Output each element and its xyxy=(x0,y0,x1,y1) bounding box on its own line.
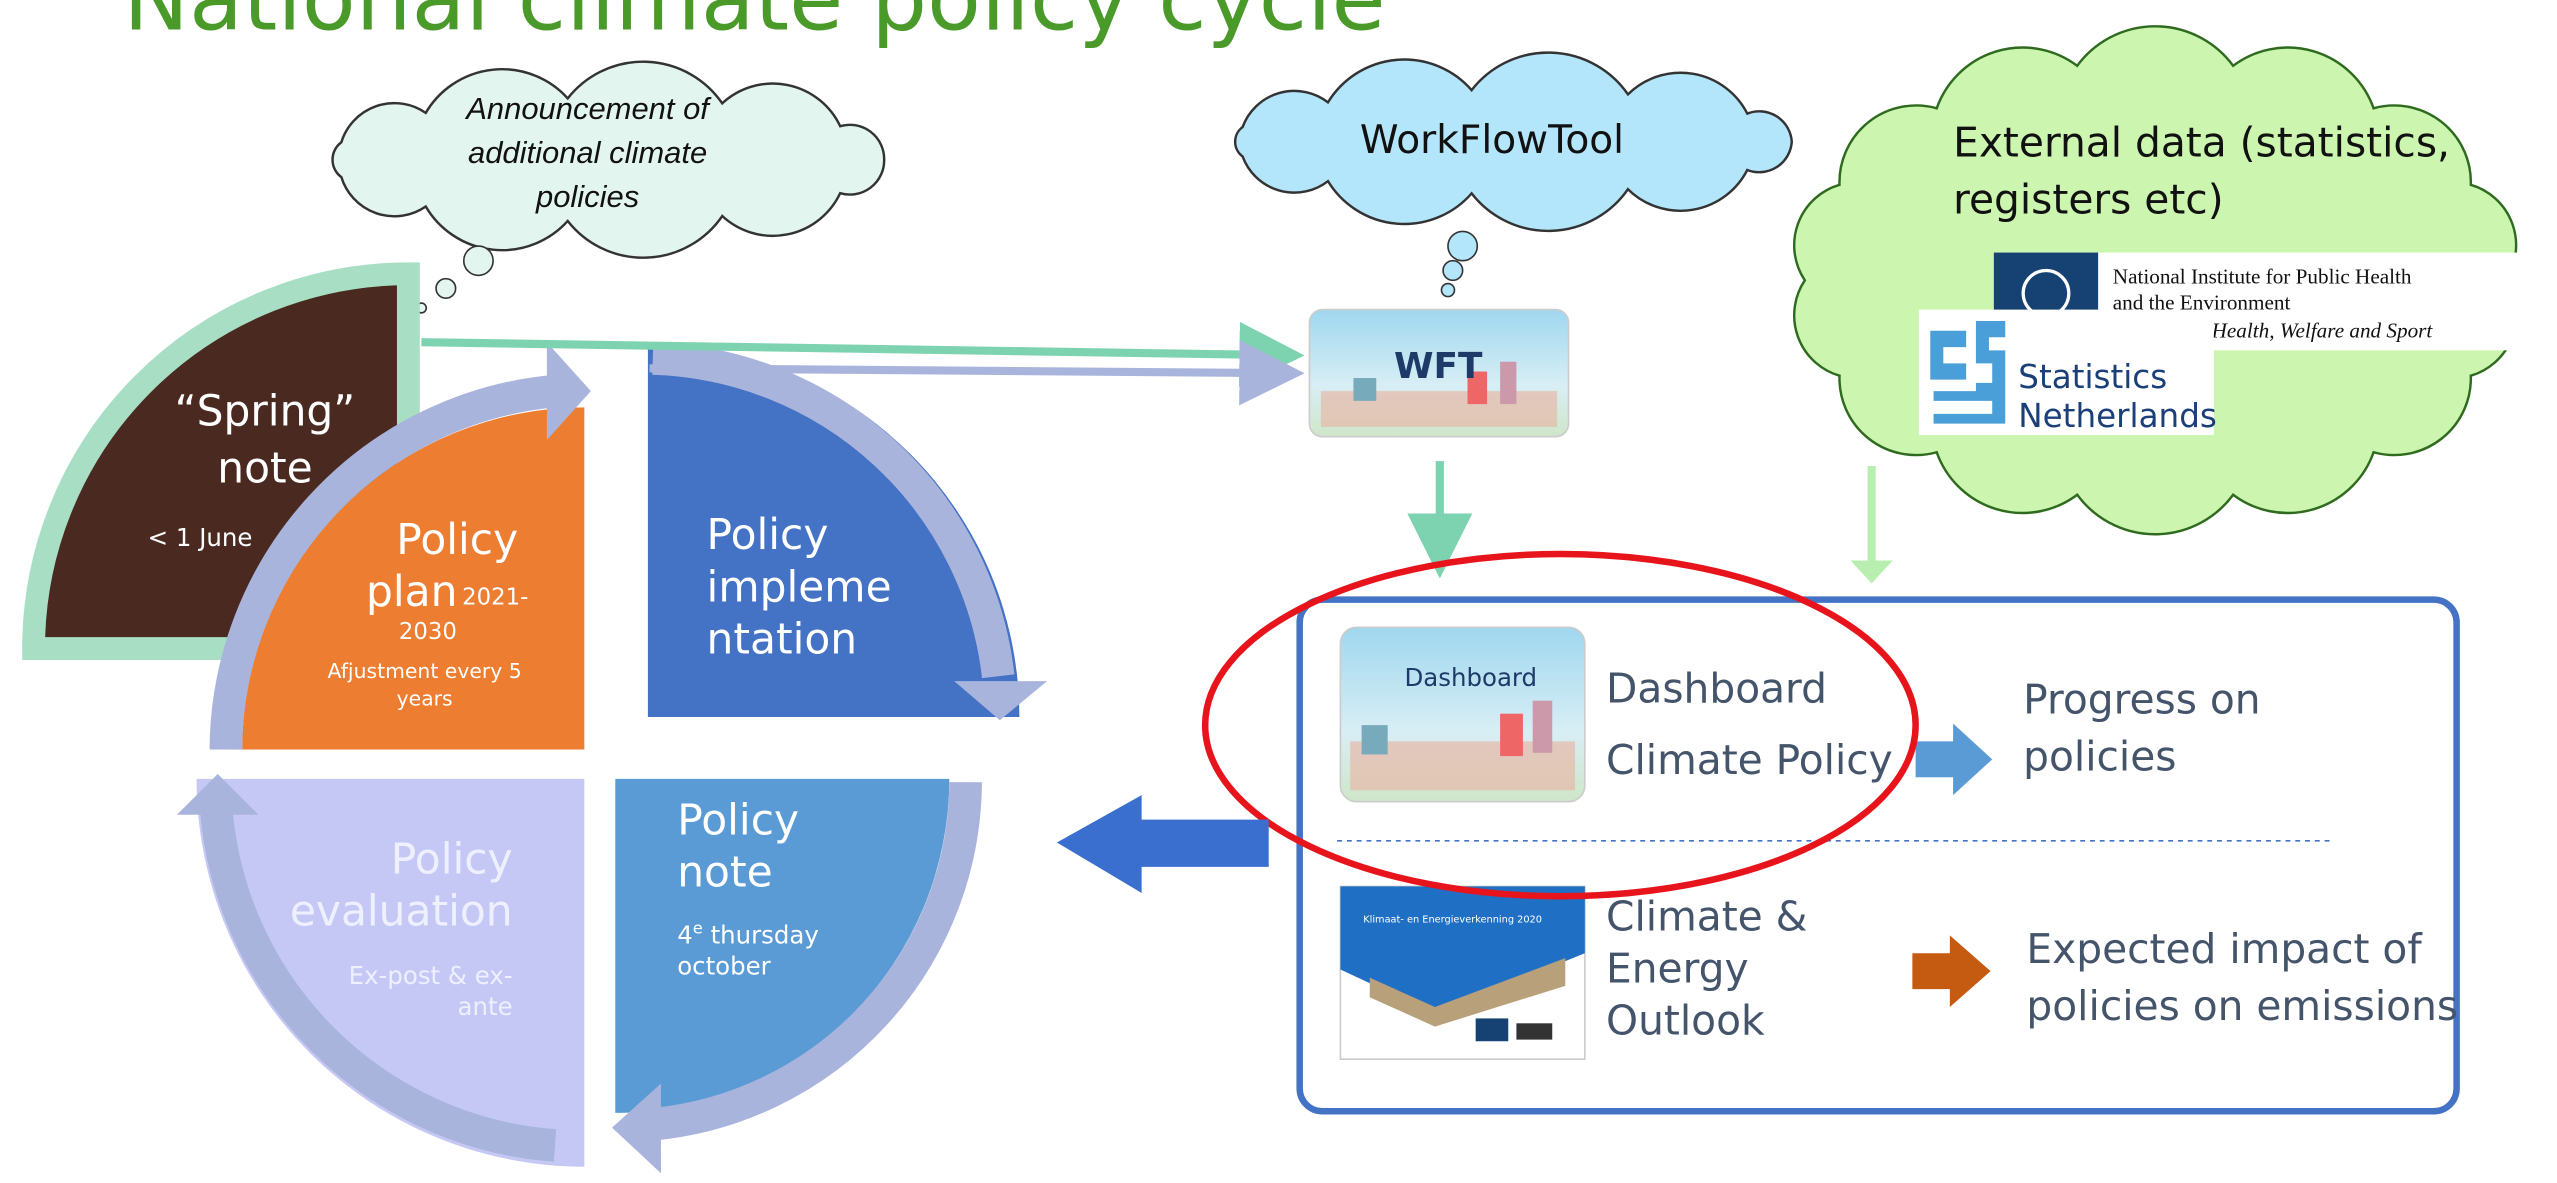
result-label: Expected impact of xyxy=(2026,925,2423,973)
quadrant-note: 2030 xyxy=(399,619,457,645)
product-label: Dashboard xyxy=(1606,664,1827,712)
quadrant-title: impleme xyxy=(707,562,892,611)
product-label: Climate Policy xyxy=(1606,736,1893,784)
slide: National climate policy cycle Announceme… xyxy=(0,0,2557,1183)
cloud-text: registers etc) xyxy=(1953,175,2223,223)
dashboard-thumbnail: Dashboard xyxy=(1340,627,1584,801)
quadrant-title: Policy xyxy=(396,515,518,564)
date-day: 4 xyxy=(677,920,693,949)
quadrant-title: “Spring” xyxy=(175,386,356,435)
quadrant-title: note xyxy=(217,443,312,492)
thumbnail-label: Dashboard xyxy=(1404,663,1537,692)
cbs-logo: Statistics Netherlands xyxy=(1919,310,2217,435)
date-rest: thursday xyxy=(703,920,819,949)
cloud-text: policies xyxy=(535,179,639,214)
arrowhead xyxy=(1850,561,1892,584)
result-arrow xyxy=(1912,935,1990,1007)
result-label: Progress on xyxy=(2023,676,2260,724)
cloud-text: WorkFlowTool xyxy=(1360,118,1624,163)
cloud-text: External data (statistics, xyxy=(1953,118,2450,166)
quadrant-note: years xyxy=(397,687,453,711)
result-arrow xyxy=(1916,723,1993,795)
quadrant-note: Ex-post & ex- xyxy=(349,961,513,990)
quadrant-note: october xyxy=(677,951,771,980)
quadrant-title: Policy xyxy=(677,795,799,844)
result-label: policies xyxy=(2023,733,2176,781)
wft-thumbnail: WFT xyxy=(1309,310,1568,437)
result-label: policies on emissions xyxy=(2026,982,2458,1030)
quadrant-title: Policy xyxy=(707,510,829,559)
quadrant-title: plan xyxy=(366,567,457,616)
thought-bubble xyxy=(436,279,456,299)
quadrant-note: Afjustment every 5 xyxy=(328,659,522,683)
kev-thumbnail: Klimaat- en Energieverkenning 2020 xyxy=(1340,886,1584,1059)
thumbnail-label: Klimaat- en Energieverkenning 2020 xyxy=(1363,914,1542,925)
cloud-text: Announcement of xyxy=(464,91,712,126)
thought-bubble xyxy=(1443,261,1463,281)
thumbnail-label: WFT xyxy=(1394,346,1483,387)
product-label: Climate & xyxy=(1606,892,1807,940)
product-label: Energy xyxy=(1606,945,1749,993)
product-label: Outlook xyxy=(1606,997,1765,1045)
quadrant-title: note xyxy=(677,847,772,896)
connector-arrow xyxy=(650,368,1289,373)
slide-title: National climate policy cycle xyxy=(123,0,1385,50)
quadrant-title: evaluation xyxy=(290,887,513,936)
quadrant-title: ntation xyxy=(707,614,858,663)
logo-text: Statistics xyxy=(2018,358,2167,396)
quadrant-note: < 1 June xyxy=(148,523,253,552)
logo-text: National Institute for Public Health xyxy=(2113,265,2412,289)
quadrant-note: 2021- xyxy=(462,585,528,611)
logo-text: Netherlands xyxy=(2018,397,2217,435)
thought-bubble xyxy=(1441,284,1454,297)
cloud-text: additional climate xyxy=(468,135,707,170)
thought-bubble xyxy=(464,246,493,275)
feedback-arrow xyxy=(1057,795,1269,893)
thought-bubble xyxy=(1448,231,1477,260)
date-suffix: e xyxy=(693,919,703,938)
quadrant-note: ante xyxy=(458,992,513,1021)
quadrant-title: Policy xyxy=(391,834,513,883)
